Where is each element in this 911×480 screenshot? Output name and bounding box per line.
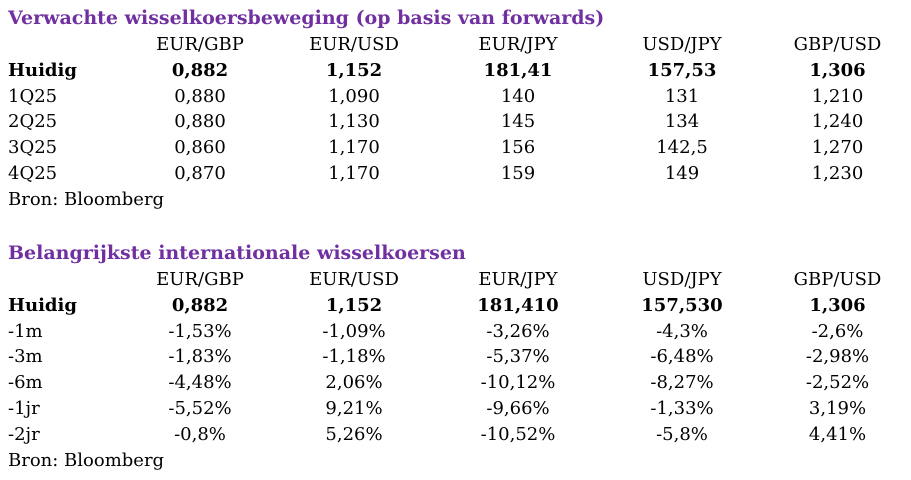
column-header: EUR/GBP bbox=[156, 269, 244, 290]
row-label: 1Q25 bbox=[8, 85, 58, 107]
table-cell: 4,41% bbox=[808, 423, 867, 445]
table-cell: -0,8% bbox=[174, 423, 226, 445]
table-cell: -2,98% bbox=[805, 346, 870, 368]
table-cell: 159 bbox=[500, 162, 536, 184]
row-label: 3Q25 bbox=[8, 137, 58, 159]
table-cell: -3,26% bbox=[486, 320, 550, 342]
table-cell: 134 bbox=[664, 111, 700, 133]
table-cell: 131 bbox=[664, 85, 700, 107]
table-cell: 0,880 bbox=[174, 85, 226, 107]
table-row: 4Q25 0,870 1,170 159 149 1,230 bbox=[0, 161, 911, 187]
table-cell: 157,530 bbox=[641, 294, 723, 316]
table-cell: -2,6% bbox=[811, 320, 864, 342]
table-cell: -8,27% bbox=[650, 372, 714, 394]
row-label-header bbox=[0, 32, 128, 58]
table-row: -1m -1,53% -1,09% -3,26% -4,3% -2,6% bbox=[0, 319, 911, 345]
table-cell: 145 bbox=[500, 111, 536, 133]
table-row: -2jr -0,8% 5,26% -10,52% -5,8% 4,41% bbox=[0, 422, 911, 448]
row-label: -1jr bbox=[8, 397, 40, 419]
table-cell: -4,3% bbox=[656, 320, 708, 342]
table-cell: 1,306 bbox=[809, 294, 866, 316]
table-header-row: EUR/GBP EUR/USD EUR/JPY USD/JPY GBP/USD bbox=[0, 32, 911, 58]
table-cell: 0,882 bbox=[171, 59, 229, 81]
table-cell: 0,860 bbox=[174, 137, 226, 159]
table-cell: -10,12% bbox=[480, 372, 556, 394]
column-header: EUR/GBP bbox=[156, 34, 244, 55]
exchange-rates-table: EUR/GBP EUR/USD EUR/JPY USD/JPY GBP/USD … bbox=[0, 267, 911, 448]
forward-expectations-section: Verwachte wisselkoersbeweging (op basis … bbox=[0, 4, 911, 213]
table-row: Huidig 0,882 1,152 181,41 157,53 1,306 bbox=[0, 58, 911, 84]
table-cell: -2,52% bbox=[805, 372, 870, 394]
table-row: -6m -4,48% 2,06% -10,12% -8,27% -2,52% bbox=[0, 370, 911, 396]
column-header: EUR/JPY bbox=[478, 269, 558, 290]
table-cell: 149 bbox=[664, 162, 700, 184]
table-cell: 1,210 bbox=[811, 85, 864, 107]
table-cell: 181,41 bbox=[483, 59, 553, 81]
table-cell: 9,21% bbox=[325, 397, 383, 419]
section-title: Belangrijkste internationale wisselkoers… bbox=[8, 242, 466, 264]
row-label-header bbox=[0, 267, 128, 293]
table-cell: 1,170 bbox=[328, 162, 380, 184]
row-label: -6m bbox=[8, 372, 43, 394]
table-cell: 181,410 bbox=[477, 294, 559, 316]
forward-expectations-table: EUR/GBP EUR/USD EUR/JPY USD/JPY GBP/USD … bbox=[0, 32, 911, 187]
exchange-rates-section: Belangrijkste internationale wisselkoers… bbox=[0, 239, 911, 473]
column-header: EUR/JPY bbox=[478, 34, 558, 55]
table-cell: -5,37% bbox=[486, 346, 550, 368]
table-cell: -1,18% bbox=[322, 346, 386, 368]
table-row: 3Q25 0,860 1,170 156 142,5 1,270 bbox=[0, 135, 911, 161]
table-cell: 1,306 bbox=[809, 59, 866, 81]
table-cell: 5,26% bbox=[325, 423, 383, 445]
table-cell: 1,230 bbox=[811, 162, 864, 184]
table-header-row: EUR/GBP EUR/USD EUR/JPY USD/JPY GBP/USD bbox=[0, 267, 911, 293]
row-label: -3m bbox=[8, 346, 43, 368]
row-label: 2Q25 bbox=[8, 111, 58, 133]
table-cell: 0,870 bbox=[174, 162, 226, 184]
table-row: 1Q25 0,880 1,090 140 131 1,210 bbox=[0, 84, 911, 110]
table-cell: 140 bbox=[500, 85, 536, 107]
section-title: Verwachte wisselkoersbeweging (op basis … bbox=[8, 7, 605, 29]
column-header: EUR/USD bbox=[309, 34, 399, 55]
table-cell: -6,48% bbox=[650, 346, 714, 368]
table-cell: 1,240 bbox=[811, 111, 864, 133]
table-cell: 156 bbox=[500, 137, 536, 159]
table-cell: -1,83% bbox=[168, 346, 232, 368]
table-row: -3m -1,83% -1,18% -5,37% -6,48% -2,98% bbox=[0, 344, 911, 370]
table-cell: -1,33% bbox=[650, 397, 714, 419]
table-cell: 157,53 bbox=[647, 59, 717, 81]
row-label: -2jr bbox=[8, 423, 40, 445]
table-cell: 2,06% bbox=[325, 372, 383, 394]
table-cell: -9,66% bbox=[486, 397, 550, 419]
table-cell: -1,09% bbox=[322, 320, 386, 342]
table-cell: 1,152 bbox=[325, 294, 383, 316]
table-row: Huidig 0,882 1,152 181,410 157,530 1,306 bbox=[0, 293, 911, 319]
table-cell: 142,5 bbox=[656, 137, 708, 159]
table-cell: -1,53% bbox=[168, 320, 232, 342]
column-header: EUR/USD bbox=[309, 269, 399, 290]
table-cell: 1,170 bbox=[328, 137, 380, 159]
row-label: -1m bbox=[8, 320, 43, 342]
table-cell: -5,8% bbox=[656, 423, 708, 445]
table-cell: 1,152 bbox=[325, 59, 383, 81]
row-label: Huidig bbox=[8, 59, 77, 81]
row-label: 4Q25 bbox=[8, 162, 58, 184]
row-label: Huidig bbox=[8, 294, 77, 316]
table-cell: 1,270 bbox=[811, 137, 864, 159]
table-cell: 0,880 bbox=[174, 111, 226, 133]
table-cell: 1,130 bbox=[328, 111, 380, 133]
column-header: GBP/USD bbox=[793, 269, 882, 290]
source-note: Bron: Bloomberg bbox=[8, 188, 165, 210]
table-row: -1jr -5,52% 9,21% -9,66% -1,33% 3,19% bbox=[0, 396, 911, 422]
source-note: Bron: Bloomberg bbox=[8, 449, 165, 471]
table-cell: 3,19% bbox=[808, 397, 867, 419]
column-header: USD/JPY bbox=[642, 34, 722, 55]
table-cell: -10,52% bbox=[480, 423, 556, 445]
table-cell: -4,48% bbox=[168, 372, 232, 394]
column-header: USD/JPY bbox=[642, 269, 722, 290]
table-cell: -5,52% bbox=[168, 397, 232, 419]
column-header: GBP/USD bbox=[793, 34, 882, 55]
table-row: 2Q25 0,880 1,130 145 134 1,240 bbox=[0, 109, 911, 135]
table-cell: 0,882 bbox=[171, 294, 229, 316]
table-cell: 1,090 bbox=[328, 85, 380, 107]
